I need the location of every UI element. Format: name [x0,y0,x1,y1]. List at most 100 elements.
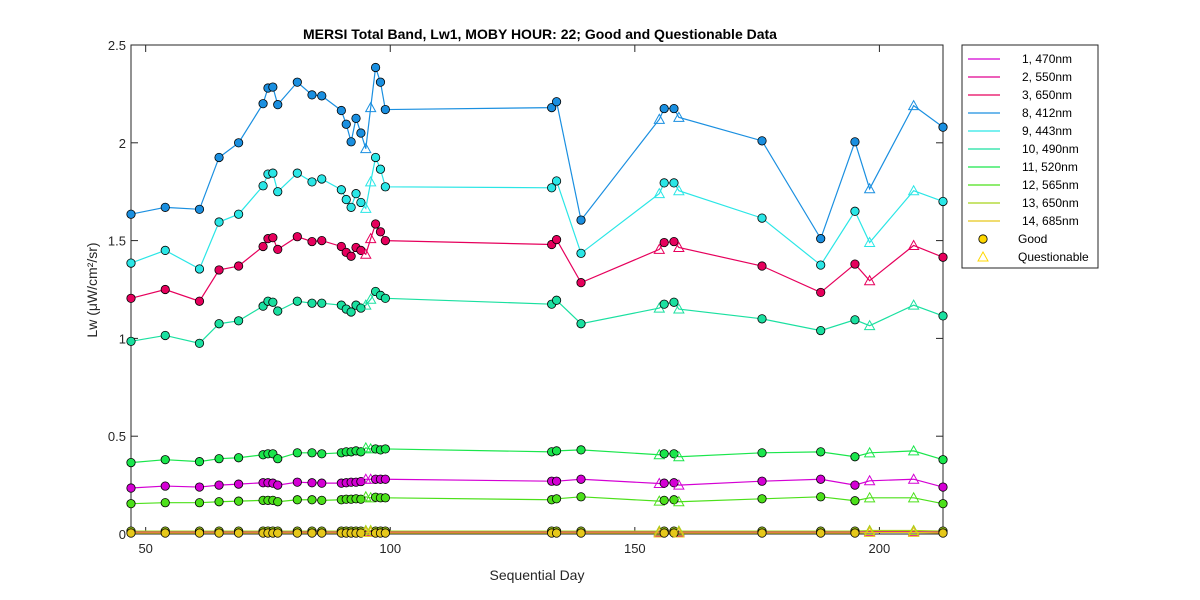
good-point [268,233,278,243]
good-point [375,227,386,237]
good-point [351,189,361,199]
legend-questionable-marker [977,250,989,262]
good-point [341,119,351,129]
good-point [576,248,586,258]
good-point [659,478,669,488]
good-point [194,498,205,508]
good-point [160,245,170,255]
good-point [273,187,283,197]
good-point [292,168,302,178]
questionable-point [673,526,685,538]
good-point [380,236,390,246]
good-point [380,182,390,192]
questionable-point [359,142,372,154]
good-point [816,325,826,336]
x-tick-label: 100 [379,541,401,556]
good-point [317,495,327,505]
legend-entry: 3, 650nm [1022,88,1072,102]
good-point [194,482,205,492]
good-point [380,444,390,454]
good-point [234,479,244,489]
good-point [214,217,224,227]
legend-good-marker [978,234,988,244]
good-point [850,315,860,325]
questionable-point [364,175,377,187]
questionable-point [863,236,876,248]
questionable-point [364,293,377,304]
questionable-point [359,299,372,310]
good-point [307,528,317,538]
questionable-point [907,184,920,196]
good-point [307,90,317,100]
good-point [380,528,390,538]
good-point [356,128,366,138]
legend-entry: 9, 443nm [1022,124,1072,138]
y-axis-title: Lw (μW/cm²/sr) [84,242,100,337]
good-point [126,483,136,493]
good-point [317,236,327,246]
good-point [307,298,317,308]
good-point [547,183,557,193]
questionable-point [907,491,920,503]
good-point [816,492,826,502]
good-point [160,455,170,465]
good-point [268,168,278,178]
y-tick-label: 2 [119,136,126,151]
good-point [380,474,390,484]
good-point [576,215,586,225]
legend-entry: 2, 550nm [1022,70,1072,84]
good-point [317,91,327,101]
good-point [292,232,302,242]
good-point [307,478,317,488]
good-point [850,259,860,269]
good-point [375,77,386,87]
good-point [576,474,586,484]
legend-entry: 10, 490nm [1022,142,1079,156]
legend-entry: 11, 520nm [1022,160,1078,174]
good-point [659,237,669,248]
questionable-point [673,479,685,490]
good-point [576,492,586,502]
good-point [816,447,826,457]
good-point [268,297,278,307]
good-point [551,176,562,186]
good-point [194,528,205,538]
good-point [938,482,948,492]
good-point [160,481,170,491]
good-point [938,122,948,132]
good-point [346,202,356,212]
good-point [551,295,562,305]
good-point [214,265,224,275]
good-point [346,137,356,147]
good-point [258,241,268,252]
good-point [380,104,390,115]
questionable-point [863,524,876,535]
good-point [551,446,562,456]
good-point [160,202,170,212]
good-point [370,152,381,163]
legend-entry: 1, 470nm [1022,52,1072,66]
good-point [659,495,669,505]
questionable-point [907,524,920,535]
series-2 [126,219,948,306]
good-point [194,204,205,214]
good-point [757,213,767,223]
good-point [938,499,948,509]
good-point [669,297,679,307]
good-point [214,152,224,163]
good-point [816,287,826,298]
good-point [292,296,302,306]
legend: 1, 470nm 2, 550nm 3, 650nm 8, 412nm 9, 443nm… [961,44,1099,269]
x-tick-label: 200 [869,541,891,556]
series-9 [126,526,948,538]
good-point [292,477,302,487]
y-tick-label: 0.5 [108,429,126,444]
good-point [816,528,826,538]
good-point [375,164,386,174]
good-point [273,528,283,538]
questionable-point [359,248,372,259]
good-point [194,338,205,348]
good-point [273,100,283,110]
good-point [336,185,346,195]
